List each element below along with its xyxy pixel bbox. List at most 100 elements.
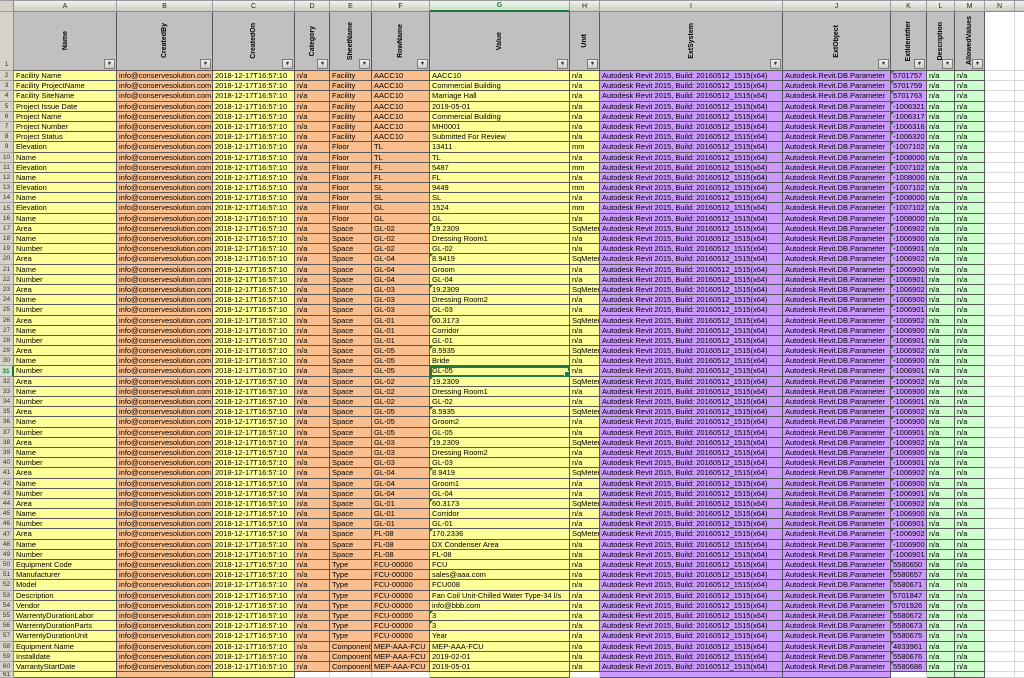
cell-F6[interactable]: AACC10	[372, 111, 430, 122]
cell-J47[interactable]: Autodesk.Revit.DB.Parameter	[783, 529, 891, 540]
cell-L57[interactable]: n/a	[927, 631, 955, 642]
cell-A58[interactable]: Equipment Name	[14, 641, 117, 652]
cell-D48[interactable]: n/a	[295, 539, 330, 550]
cell-K60[interactable]: 5580686	[891, 661, 927, 673]
cell-D47[interactable]: n/a	[295, 529, 330, 540]
cell-B13[interactable]: info@conservesolution.com	[117, 183, 213, 194]
cell-E24[interactable]: Space	[330, 295, 372, 306]
cell-G43[interactable]: GL-04	[430, 488, 570, 499]
cell-J12[interactable]: Autodesk.Revit.DB.Parameter	[783, 172, 891, 184]
cell-M33[interactable]: n/a	[955, 386, 985, 397]
cell-B46[interactable]: info@conservesolution.com	[117, 519, 213, 530]
cell-L42[interactable]: n/a	[927, 478, 955, 489]
cell-M48[interactable]: n/a	[955, 539, 985, 550]
cell-I38[interactable]: Autodesk Revit 2015, Build: 20160512_151…	[600, 437, 783, 448]
cell-B36[interactable]: info@conservesolution.com	[117, 417, 213, 428]
cell-G4[interactable]: Marriage Hall	[430, 91, 570, 102]
cell-M5[interactable]: n/a	[955, 101, 985, 112]
cell-G38[interactable]: 19.2309	[430, 437, 570, 448]
cell-J19[interactable]: Autodesk.Revit.DB.Parameter	[783, 244, 891, 255]
cell-K38[interactable]: -1006902	[891, 437, 927, 448]
cell-C22[interactable]: 2018-12-17T16:57:10	[213, 274, 295, 285]
cell-J14[interactable]: Autodesk.Revit.DB.Parameter	[783, 193, 891, 204]
cell-J61[interactable]	[783, 672, 891, 678]
cell-M11[interactable]: n/a	[955, 162, 985, 173]
cell-N15[interactable]	[985, 203, 1015, 214]
cell-F49[interactable]: FL-08	[372, 549, 430, 560]
cell-H26[interactable]: SqMeter	[570, 315, 600, 326]
selected-cell[interactable]: GL-05	[430, 366, 570, 377]
cell-K2[interactable]: 5701757	[891, 71, 927, 82]
cell-N11[interactable]	[985, 162, 1015, 173]
cell-A20[interactable]: Area	[14, 254, 117, 265]
cell-L9[interactable]: n/a	[927, 142, 955, 153]
cell-I32[interactable]: Autodesk Revit 2015, Build: 20160512_151…	[600, 376, 783, 387]
cell-C43[interactable]: 2018-12-17T16:57:10	[213, 488, 295, 499]
cell-H14[interactable]: n/a	[570, 193, 600, 204]
cell-C16[interactable]: 2018-12-17T16:57:10	[213, 213, 295, 224]
cell-F3[interactable]: AACC10	[372, 81, 430, 92]
cell-M55[interactable]: n/a	[955, 610, 985, 622]
cell-G30[interactable]: Bride	[430, 356, 570, 367]
cell-C25[interactable]: 2018-12-17T16:57:10	[213, 305, 295, 316]
cell-J53[interactable]: Autodesk.Revit.DB.Parameter	[783, 590, 891, 601]
cell-B53[interactable]: info@conservesolution.com	[117, 590, 213, 601]
cell-I50[interactable]: Autodesk Revit 2015, Build: 20160512_151…	[600, 560, 783, 571]
cell-E8[interactable]: Facility	[330, 132, 372, 143]
row-header-49[interactable]: 49	[0, 549, 14, 560]
cell-B8[interactable]: info@conservesolution.com	[117, 132, 213, 143]
cell-N32[interactable]	[985, 376, 1015, 387]
cell-G47[interactable]: 170.2336	[430, 529, 570, 540]
cell-F54[interactable]: FCU-00000	[372, 600, 430, 611]
cell-I59[interactable]: Autodesk Revit 2015, Build: 20160512_151…	[600, 651, 783, 662]
cell-L59[interactable]: n/a	[927, 651, 955, 662]
cell-K58[interactable]: 4833961	[891, 641, 927, 652]
cell-F14[interactable]: SL	[372, 193, 430, 204]
cell-K23[interactable]: -1006902	[891, 284, 927, 296]
cell-C49[interactable]: 2018-12-17T16:57:10	[213, 549, 295, 560]
cell-F57[interactable]: FCU-00000	[372, 631, 430, 642]
cell-N3[interactable]	[985, 81, 1015, 92]
cell-M46[interactable]: n/a	[955, 519, 985, 530]
cell-C6[interactable]: 2018-12-17T16:57:10	[213, 111, 295, 122]
cell-M35[interactable]: n/a	[955, 407, 985, 418]
cell-F43[interactable]: GL-04	[372, 488, 430, 499]
cell-K11[interactable]: -1007102	[891, 162, 927, 173]
cell-M9[interactable]: n/a	[955, 142, 985, 153]
row-header-40[interactable]: 40	[0, 458, 14, 469]
cell-N14[interactable]	[985, 193, 1015, 204]
cell-L24[interactable]: n/a	[927, 295, 955, 306]
cell-L26[interactable]: n/a	[927, 315, 955, 326]
cell-I31[interactable]: Autodesk Revit 2015, Build: 20160512_151…	[600, 366, 783, 377]
cell-I24[interactable]: Autodesk Revit 2015, Build: 20160512_151…	[600, 295, 783, 306]
cell-B19[interactable]: info@conservesolution.com	[117, 244, 213, 255]
cell-B11[interactable]: info@conservesolution.com	[117, 162, 213, 173]
cell-M16[interactable]: n/a	[955, 213, 985, 224]
cell-C60[interactable]: 2018-12-17T16:57:10	[213, 661, 295, 673]
cell-L36[interactable]: n/a	[927, 417, 955, 428]
cell-N26[interactable]	[985, 315, 1015, 326]
cell-G52[interactable]: FCU008	[430, 580, 570, 591]
cell-N52[interactable]	[985, 580, 1015, 591]
cell-F58[interactable]: MEP-AAA-FCU	[372, 641, 430, 652]
cell-I47[interactable]: Autodesk Revit 2015, Build: 20160512_151…	[600, 529, 783, 540]
cell-F10[interactable]: TL	[372, 152, 430, 163]
cell-E41[interactable]: Space	[330, 468, 372, 479]
cell-H22[interactable]: n/a	[570, 274, 600, 285]
cell-L32[interactable]: n/a	[927, 376, 955, 387]
cell-K10[interactable]: -1008000	[891, 152, 927, 163]
cell-J8[interactable]: Autodesk.Revit.DB.Parameter	[783, 132, 891, 143]
cell-J18[interactable]: Autodesk.Revit.DB.Parameter	[783, 234, 891, 245]
row-header-38[interactable]: 38	[0, 437, 14, 448]
cell-I35[interactable]: Autodesk Revit 2015, Build: 20160512_151…	[600, 407, 783, 418]
cell-K9[interactable]: -1007102	[891, 142, 927, 153]
cell-J11[interactable]: Autodesk.Revit.DB.Parameter	[783, 162, 891, 173]
cell-D30[interactable]: n/a	[295, 356, 330, 367]
cell-I9[interactable]: Autodesk Revit 2015, Build: 20160512_151…	[600, 142, 783, 153]
column-header-l[interactable]: L	[927, 1, 955, 12]
cell-E19[interactable]: Space	[330, 244, 372, 255]
cell-C21[interactable]: 2018-12-17T16:57:10	[213, 264, 295, 275]
cell-I51[interactable]: Autodesk Revit 2015, Build: 20160512_151…	[600, 570, 783, 581]
cell-D3[interactable]: n/a	[295, 81, 330, 92]
row-header-18[interactable]: 18	[0, 234, 14, 245]
